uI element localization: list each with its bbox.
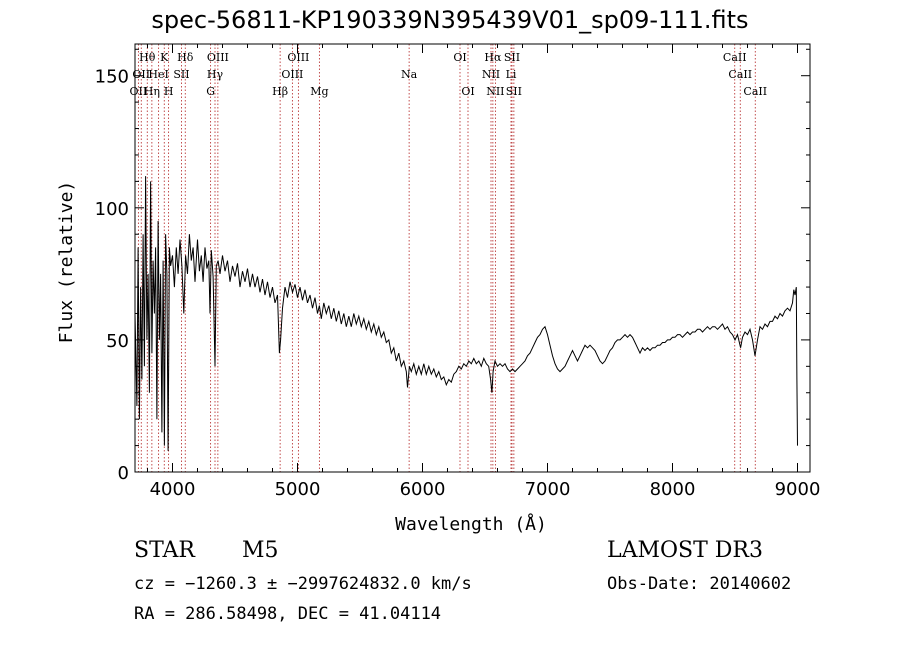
- y-tick-label: 0: [118, 463, 129, 484]
- y-tick-label: 150: [95, 67, 129, 88]
- redshift-info: cz = −1260.3 ± −2997624832.0 km/s: [134, 574, 472, 594]
- axis-tick-labels: 4000 5000 6000 7000 8000 9000 0 50 100 150: [95, 67, 821, 500]
- spectral-line-label: K: [160, 51, 169, 64]
- object-class: STAR: [134, 538, 195, 563]
- axis-ticks: [135, 44, 810, 473]
- x-tick-label: 6000: [400, 479, 446, 500]
- spectral-line-label: OIII: [287, 51, 309, 64]
- observation-date: Obs-Date: 20140602: [607, 574, 792, 594]
- spectral-line-label: OI: [461, 85, 474, 98]
- spectral-line-label: CaII: [723, 51, 747, 64]
- x-tick-label: 8000: [650, 479, 696, 500]
- spectral-line-label: SII: [504, 51, 520, 64]
- spectral-line-label: NII: [482, 68, 500, 81]
- spectral-line-label: Mg: [310, 85, 328, 98]
- spectral-line-label: H: [164, 85, 174, 98]
- spectral-line-label: Li: [506, 68, 517, 81]
- survey-name: LAMOST DR3: [607, 538, 763, 563]
- y-tick-label: 50: [106, 331, 129, 352]
- spectral-line-label: Hα: [484, 51, 502, 64]
- spectral-line-label: CaII: [743, 85, 767, 98]
- spectral-line-label: Hδ: [177, 51, 194, 64]
- spectral-line-label: OI: [453, 51, 466, 64]
- y-axis-label: Flux (relative): [56, 181, 77, 344]
- plot-frame: [134, 43, 811, 473]
- spectral-line-label: Hη: [144, 85, 160, 98]
- chart-title: spec-56811-KP190339N395439V01_sp09-111.f…: [151, 6, 749, 34]
- spectral-line-markers: [137, 44, 756, 472]
- spectral-line-label: OIII: [281, 68, 303, 81]
- spectrum-series-line: [134, 176, 798, 451]
- coordinates: RA = 286.58498, DEC = 41.04114: [134, 604, 442, 624]
- x-tick-label: 9000: [775, 479, 821, 500]
- x-tick-label: 4000: [150, 479, 196, 500]
- spectral-line-label: G: [206, 85, 215, 98]
- spectral-line-label: NII: [486, 85, 504, 98]
- spectral-line-label: Hθ: [139, 51, 156, 64]
- y-tick-label: 100: [95, 199, 129, 220]
- x-tick-label: 5000: [275, 479, 321, 500]
- spectral-line-label: SII: [506, 85, 522, 98]
- spectral-line-label: SII: [173, 68, 189, 81]
- spectral-line-label: OIII: [207, 51, 229, 64]
- spectral-line-label: CaII: [728, 68, 752, 81]
- object-subclass: M5: [242, 538, 279, 563]
- spectral-line-label: Na: [401, 68, 418, 81]
- spectral-line-label: Hγ: [207, 68, 224, 81]
- spectral-line-label: OII: [132, 68, 150, 81]
- x-tick-label: 7000: [525, 479, 571, 500]
- spectral-line-label: OII: [130, 85, 148, 98]
- x-axis-label: Wavelength (Å): [395, 513, 547, 535]
- spectral-line-label: Hβ: [272, 85, 288, 98]
- spectral-line-label: HeI: [148, 68, 168, 81]
